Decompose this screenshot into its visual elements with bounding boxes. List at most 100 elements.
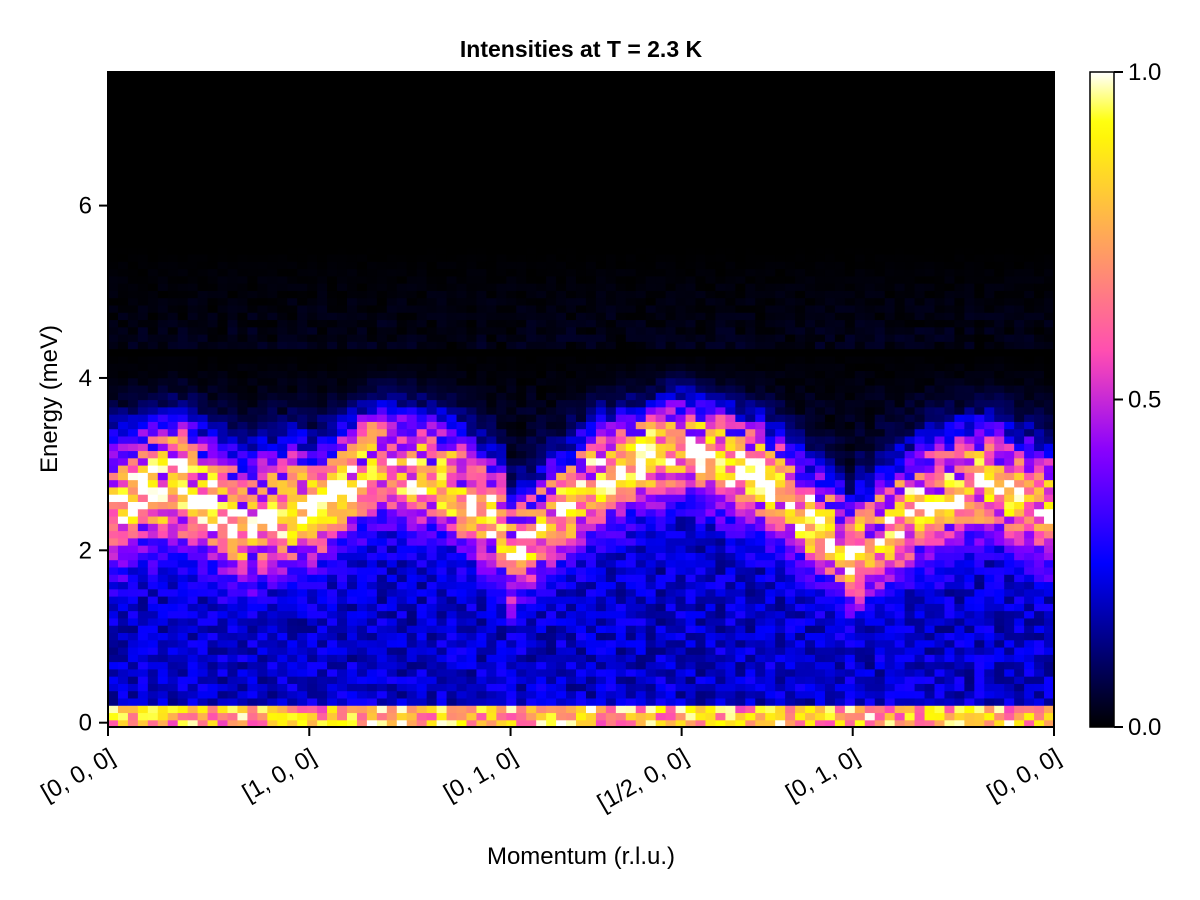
heatmap-cell [227,588,239,597]
heatmap-cell [655,515,667,524]
heatmap-cell [546,705,557,714]
heatmap-cell [426,275,438,284]
heatmap-cell [127,494,139,502]
heatmap-cell [496,348,507,357]
heatmap-cell [207,261,219,270]
heatmap-cell [376,72,388,80]
heatmap-cell [267,705,278,714]
heatmap-cell [247,355,258,364]
heatmap-cell [108,646,119,655]
heatmap-cell [516,435,527,444]
heatmap-cell [227,72,239,80]
heatmap-cell [187,239,199,248]
heatmap-cell [366,719,378,728]
heatmap-cell [147,719,159,728]
heatmap-cell [247,566,258,575]
heatmap-cell [307,697,318,706]
heatmap-cell [337,210,348,219]
heatmap-cell [346,93,358,102]
heatmap-cell [267,559,278,568]
heatmap-cell [506,173,517,182]
heatmap-cell [257,239,268,248]
heatmap-cell [436,370,448,379]
heatmap-cell [556,545,567,553]
heatmap-cell [476,654,487,663]
heatmap-cell [386,159,398,168]
heatmap-cell [585,603,597,612]
heatmap-cell [317,661,328,670]
heatmap-cell [127,450,139,459]
heatmap-cell [576,232,587,240]
heatmap-cell [137,545,149,553]
heatmap-cell [376,297,388,306]
heatmap-cell [137,210,149,219]
heatmap-cell [247,443,258,452]
heatmap-cell [645,574,657,583]
heatmap-cell [436,355,448,364]
heatmap-cell [655,625,667,633]
heatmap-cell [287,596,298,604]
heatmap-cell [117,421,129,430]
heatmap-cell [625,661,637,670]
heatmap-cell [625,239,637,248]
heatmap-cell [426,523,438,532]
heatmap-cell [227,450,239,459]
heatmap-cell [486,108,497,117]
heatmap-cell [456,421,468,430]
heatmap-cell [227,355,239,364]
heatmap-cell [546,661,557,670]
heatmap-cell [585,428,597,437]
heatmap-cell [625,654,637,663]
heatmap-cell [117,363,129,371]
heatmap-cell [526,683,537,692]
heatmap-cell [585,719,597,728]
heatmap-cell [356,705,368,714]
heatmap-cell [396,450,408,459]
heatmap-cell [496,639,507,648]
heatmap-cell [217,137,229,146]
heatmap-cell [137,181,149,190]
heatmap-cell [187,319,199,328]
heatmap-cell [576,581,587,590]
heatmap-cell [566,290,577,299]
heatmap-cell [247,617,258,626]
heatmap-cell [476,545,487,553]
heatmap-cell [127,697,139,706]
heatmap-cell [386,472,398,481]
heatmap-cell [327,275,338,284]
heatmap-cell [576,188,587,197]
heatmap-cell [615,86,627,95]
heatmap-cell [486,428,497,437]
heatmap-cell [127,312,139,321]
heatmap-cell [605,486,617,495]
heatmap-cell [177,268,189,277]
heatmap-cell [337,683,348,692]
heatmap-cell [287,188,298,197]
heatmap-cell [446,639,458,648]
heatmap-cell [576,406,587,415]
heatmap-cell [177,319,189,328]
heatmap-cell [117,137,129,146]
heatmap-cell [496,283,507,291]
heatmap-cell [466,414,478,422]
heatmap-cell [605,188,617,197]
heatmap-cell [476,712,487,721]
heatmap-cell [496,581,507,590]
heatmap-cell [167,370,179,379]
heatmap-cell [307,559,318,568]
heatmap-cell [635,72,647,80]
heatmap-cell [396,232,408,240]
heatmap-cell [526,588,537,597]
heatmap-cell [307,363,318,371]
heatmap-cell [655,494,667,502]
heatmap-cell [645,712,657,721]
heatmap-cell [526,705,537,714]
heatmap-cell [386,72,398,80]
heatmap-cell [556,421,567,430]
heatmap-cell [376,457,388,466]
heatmap-cell [187,173,199,182]
heatmap-cell [486,683,497,692]
heatmap-cell [197,384,209,393]
heatmap-cell [267,697,278,706]
heatmap-cell [167,86,179,95]
